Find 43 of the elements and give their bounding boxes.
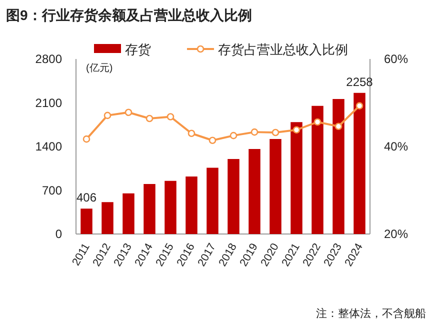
point bbox=[292, 126, 300, 134]
y-tick-label: 1400 bbox=[35, 140, 62, 154]
y-axis-title: (亿元) bbox=[86, 63, 113, 74]
bar bbox=[248, 149, 260, 234]
bar bbox=[80, 208, 92, 234]
point bbox=[230, 132, 238, 140]
point bbox=[356, 102, 364, 110]
y2-tick-label: 60% bbox=[384, 52, 408, 66]
bar bbox=[354, 92, 366, 234]
point bbox=[314, 118, 322, 126]
point bbox=[146, 114, 154, 122]
point bbox=[250, 128, 258, 136]
y2-tick-label: 40% bbox=[384, 140, 408, 154]
point bbox=[334, 122, 342, 130]
point bbox=[104, 112, 112, 120]
bar bbox=[102, 202, 114, 234]
bar bbox=[186, 176, 198, 234]
bar bbox=[144, 184, 156, 234]
point bbox=[82, 135, 90, 143]
y-tick-label: 700 bbox=[42, 183, 62, 198]
legend-label: 存货 bbox=[125, 42, 151, 57]
text: 注：整体法，不含舰船 bbox=[316, 307, 426, 320]
y-tick-label: 2100 bbox=[35, 96, 62, 110]
point bbox=[208, 136, 216, 144]
y-tick-label: 2800 bbox=[35, 52, 62, 66]
y2-tick-label: 20% bbox=[384, 227, 408, 241]
point bbox=[272, 128, 280, 136]
data-label: 406 bbox=[76, 190, 97, 205]
bar bbox=[270, 139, 282, 234]
point bbox=[166, 113, 174, 120]
bar bbox=[228, 159, 240, 234]
bar bbox=[332, 99, 344, 234]
point bbox=[188, 130, 196, 138]
point bbox=[124, 108, 132, 116]
bar bbox=[312, 106, 324, 234]
bar bbox=[290, 122, 302, 234]
y-tick-label: 0 bbox=[55, 227, 62, 241]
bar bbox=[206, 168, 218, 234]
bar bbox=[122, 193, 134, 234]
data-label: 2258 bbox=[346, 74, 374, 89]
bar bbox=[164, 180, 176, 234]
chart-title: 图9：行业存货余额及占营业总收入比例 bbox=[6, 7, 252, 23]
legend-label: 存货占营业总收入比例 bbox=[218, 42, 348, 57]
